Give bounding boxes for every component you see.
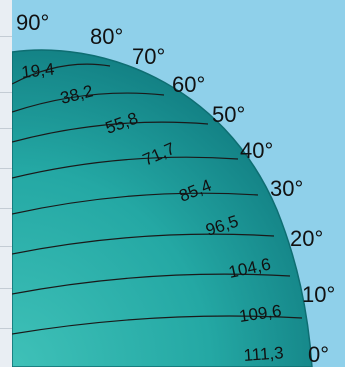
sphere-quadrant-shape	[12, 49, 313, 367]
distance-label: 19,4	[20, 60, 55, 82]
latitude-label: 60°	[172, 72, 205, 97]
latitude-label: 20°	[290, 226, 323, 251]
latitude-line	[12, 92, 165, 113]
latitude-line	[12, 273, 291, 295]
latitude-label: 0°	[308, 342, 329, 367]
latitude-label: 90°	[16, 10, 49, 35]
latitude-label: 80°	[90, 24, 123, 49]
latitude-line	[12, 63, 111, 85]
latitude-line	[12, 192, 259, 215]
latitude-label: 30°	[270, 176, 303, 201]
latitude-label: 50°	[212, 102, 245, 127]
latitude-distance-diagram: 90°80°70°60°50°40°30°20°10°0° 19,438,255…	[12, 10, 335, 367]
latitude-line	[12, 121, 209, 143]
latitude-line	[12, 156, 239, 179]
diagram-panel: 90° 80° 70° 60° 50° 40° 30° 20° 10° 0° 19,4 38,2 55…	[12, 0, 345, 367]
sphere-quadrant	[12, 49, 313, 367]
latitude-label: 40°	[240, 138, 273, 163]
latitude-label: 70°	[132, 44, 165, 69]
latitude-labels: 90° 80° 70° 60° 50° 40° 30° 20° 10° 0°	[16, 10, 335, 367]
latitude-lines	[12, 63, 303, 335]
distance-label: 111,3	[243, 343, 284, 365]
latitude-line	[12, 233, 275, 255]
latitude-line	[12, 315, 303, 335]
latitude-label: 10°	[302, 282, 335, 307]
